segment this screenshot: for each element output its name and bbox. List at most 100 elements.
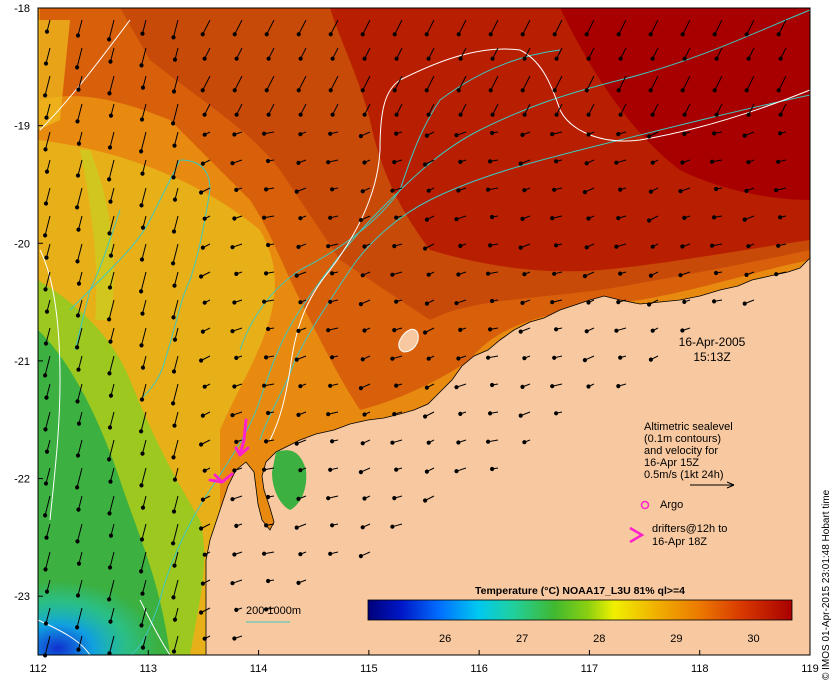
- velocity-arrow: [174, 271, 179, 286]
- velocity-arrow-head: [326, 496, 331, 501]
- velocity-arrow-head: [107, 285, 113, 290]
- velocity-arrow-head: [488, 88, 493, 93]
- velocity-arrow-head: [108, 113, 114, 118]
- velocity-arrow-head: [199, 190, 204, 195]
- velocity-arrow: [76, 327, 83, 348]
- velocity-arrow-head: [202, 384, 207, 389]
- velocity-arrow-head: [202, 216, 207, 221]
- velocity-arrow-head: [486, 355, 491, 360]
- velocity-arrow-head: [75, 453, 81, 458]
- velocity-arrow-head: [648, 357, 654, 362]
- velocity-arrow: [45, 551, 51, 570]
- velocity-arrow: [76, 467, 83, 488]
- velocity-arrow: [78, 495, 83, 510]
- velocity-arrow-head: [171, 315, 176, 320]
- velocity-arrow-head: [140, 591, 145, 596]
- credit-text: © IMOS 01-Apr-2015 23:01:48 Hobart time: [821, 489, 832, 680]
- velocity-arrow-head: [298, 132, 303, 137]
- velocity-arrow-head: [582, 274, 588, 279]
- velocity-arrow-head: [586, 132, 591, 137]
- velocity-arrow-head: [266, 326, 271, 332]
- velocity-arrow-head: [262, 299, 267, 304]
- velocity-arrow-head: [680, 328, 685, 333]
- velocity-arrow-head: [650, 328, 655, 333]
- velocity-arrow-head: [76, 561, 82, 566]
- velocity-arrow: [108, 299, 115, 320]
- drifter-track: [208, 418, 250, 484]
- velocity-arrow-head: [75, 65, 80, 70]
- colorbar-tick-label: 26: [439, 633, 451, 645]
- velocity-arrow-head: [294, 441, 299, 446]
- velocity-arrow: [141, 383, 147, 400]
- velocity-arrow-head: [140, 225, 146, 230]
- velocity-arrow-head: [140, 451, 145, 456]
- velocity-arrow: [458, 19, 467, 35]
- velocity-arrow-head: [358, 554, 363, 559]
- velocity-arrow-head: [330, 56, 335, 61]
- velocity-arrow-head: [554, 327, 559, 332]
- velocity-arrow-head: [423, 414, 428, 419]
- velocity-arrow: [172, 383, 179, 404]
- velocity-arrow-head: [326, 412, 331, 417]
- velocity-arrow-head: [266, 410, 271, 416]
- velocity-arrow-head: [172, 57, 178, 62]
- velocity-arrow-head: [456, 88, 461, 93]
- velocity-arrow-head: [554, 112, 559, 117]
- velocity-arrow-head: [488, 32, 493, 37]
- velocity-arrow-head: [714, 112, 719, 117]
- velocity-arrow-head: [44, 449, 50, 454]
- velocity-arrow-head: [264, 187, 269, 192]
- velocity-arrow-head: [426, 188, 431, 193]
- velocity-arrow-head: [171, 401, 176, 406]
- velocity-arrow-head: [458, 159, 463, 164]
- velocity-arrow-head: [139, 257, 145, 262]
- velocity-arrow-head: [746, 56, 751, 61]
- velocity-arrow: [746, 19, 755, 35]
- velocity-arrow: [46, 103, 51, 118]
- velocity-arrow-head: [294, 189, 299, 194]
- svg-text:200 1000m: 200 1000m: [246, 605, 301, 617]
- velocity-arrow-head: [744, 272, 749, 277]
- argo-marker-icon: [640, 500, 650, 510]
- velocity-arrow: [45, 411, 51, 430]
- velocity-arrow-head: [296, 412, 301, 417]
- velocity-arrow-head: [171, 89, 177, 94]
- velocity-arrow-head: [266, 494, 271, 500]
- lat-tick-label: -19: [14, 121, 30, 133]
- velocity-arrow-head: [647, 302, 652, 307]
- velocity-arrow: [78, 75, 83, 90]
- velocity-arrow-head: [107, 177, 112, 182]
- velocity-arrow-head: [390, 440, 395, 445]
- velocity-arrow-head: [330, 112, 335, 117]
- velocity-arrow-head: [358, 218, 363, 223]
- velocity-arrow-head: [264, 88, 269, 93]
- velocity-arrow-head: [682, 112, 687, 117]
- velocity-arrow-head: [550, 384, 555, 389]
- velocity-arrow: [108, 439, 115, 460]
- velocity-arrow-head: [682, 215, 687, 220]
- velocity-arrow-head: [264, 355, 269, 360]
- velocity-arrow: [77, 243, 83, 262]
- velocity-arrow-head: [107, 597, 112, 602]
- velocity-arrow-head: [171, 35, 176, 40]
- velocity-arrow-head: [586, 112, 591, 117]
- velocity-arrow-head: [362, 112, 367, 117]
- velocity-arrow-head: [43, 61, 49, 66]
- velocity-arrow-head: [139, 483, 144, 488]
- velocity-arrow: [77, 103, 83, 122]
- velocity-arrow: [554, 75, 563, 91]
- velocity-arrow: [109, 495, 115, 514]
- velocity-arrow-head: [298, 552, 303, 557]
- velocity-arrow-head: [712, 88, 717, 93]
- velocity-arrow-head: [75, 345, 80, 350]
- velocity-arrow-head: [586, 300, 591, 305]
- velocity-arrow-head: [712, 32, 717, 37]
- velocity-arrow-head: [424, 217, 429, 222]
- velocity-arrow: [202, 19, 211, 35]
- velocity-arrow-head: [230, 245, 235, 250]
- velocity-arrow-head: [424, 469, 429, 474]
- velocity-arrow: [330, 75, 339, 91]
- velocity-arrow: [173, 215, 179, 232]
- velocity-arrow: [682, 75, 691, 91]
- velocity-arrow-head: [394, 383, 399, 388]
